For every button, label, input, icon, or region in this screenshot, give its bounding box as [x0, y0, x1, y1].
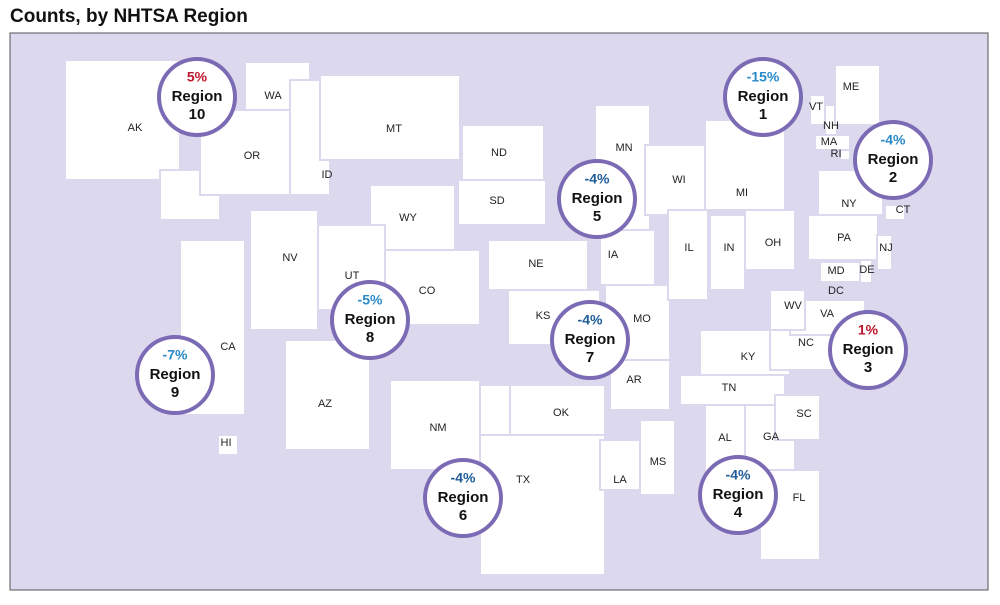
- state-label: OK: [553, 407, 570, 419]
- region-number: 1: [759, 106, 767, 123]
- state-label: AL: [718, 432, 731, 444]
- region-circle: [550, 300, 630, 380]
- state-label: OR: [244, 150, 261, 162]
- state-label: TN: [722, 382, 737, 394]
- state-label: CO: [419, 285, 436, 297]
- state-label: NJ: [879, 242, 892, 254]
- state-label: ID: [322, 169, 333, 181]
- region-circle: [423, 458, 503, 538]
- region-name: Region: [572, 190, 623, 207]
- region-number: 4: [734, 504, 743, 521]
- state-label: IN: [724, 242, 735, 254]
- state-label: SC: [796, 408, 811, 420]
- region-name: Region: [868, 151, 919, 168]
- state-label: MI: [736, 187, 748, 199]
- region-number: 8: [366, 329, 374, 346]
- state-label: RI: [831, 148, 842, 160]
- state-label: NM: [429, 422, 446, 434]
- state-label: DE: [859, 264, 874, 276]
- state-label: WA: [264, 90, 282, 102]
- region-circle: [828, 310, 908, 390]
- region-change: -4%: [578, 312, 603, 328]
- state-label: AZ: [318, 398, 332, 410]
- state-label: KY: [741, 351, 756, 363]
- state-label: MN: [615, 142, 632, 154]
- state-label: HI: [221, 437, 232, 449]
- state-label: NE: [528, 258, 543, 270]
- state-label: WV: [784, 300, 802, 312]
- state-label: PA: [837, 232, 852, 244]
- state-label: KS: [536, 310, 551, 322]
- state-label: GA: [763, 431, 780, 443]
- region-number: 9: [171, 384, 179, 401]
- region-name: Region: [438, 489, 489, 506]
- region-circle: [723, 57, 803, 137]
- region-change: -4%: [726, 467, 751, 483]
- region-circle: [853, 120, 933, 200]
- state-label: NV: [282, 252, 298, 264]
- state-label: FL: [793, 492, 806, 504]
- state-label: CA: [220, 341, 236, 353]
- state-label: NH: [823, 120, 839, 132]
- state-label: CT: [896, 204, 911, 216]
- region-change: -4%: [881, 132, 906, 148]
- region-number: 3: [864, 359, 872, 376]
- region-name: Region: [345, 311, 396, 328]
- region-circle: [698, 455, 778, 535]
- region-change: -5%: [358, 292, 383, 308]
- state-label: NC: [798, 337, 814, 349]
- state-label: ME: [843, 81, 860, 93]
- state-label: MO: [633, 313, 651, 325]
- region-number: 5: [593, 208, 601, 225]
- state-label: NY: [841, 198, 857, 210]
- region-change: 1%: [858, 322, 879, 338]
- state-label: VT: [809, 101, 823, 113]
- region-number: 7: [586, 349, 594, 366]
- title: Counts, by NHTSA Region: [10, 6, 248, 27]
- region-name: Region: [565, 331, 616, 348]
- state-label: MS: [650, 456, 667, 468]
- state-label: AR: [626, 374, 641, 386]
- region-name: Region: [150, 366, 201, 383]
- state-label: WI: [672, 174, 685, 186]
- region-circle: [557, 159, 637, 239]
- region-name: Region: [843, 341, 894, 358]
- state-label: DC: [828, 285, 844, 297]
- region-name: Region: [738, 88, 789, 105]
- state-label: MT: [386, 123, 402, 135]
- region-circle: [157, 57, 237, 137]
- region-change: -7%: [163, 347, 188, 363]
- region-name: Region: [172, 88, 223, 105]
- region-circle: [135, 335, 215, 415]
- region-change: -15%: [747, 69, 780, 85]
- region-number: 6: [459, 507, 467, 524]
- state-label: WY: [399, 212, 417, 224]
- state-label: IA: [608, 249, 619, 261]
- state-label: MD: [827, 265, 844, 277]
- region-circle: [330, 280, 410, 360]
- region-change: 5%: [187, 69, 208, 85]
- region-name: Region: [713, 486, 764, 503]
- state-label: AK: [128, 122, 143, 134]
- state-label: TX: [516, 474, 531, 486]
- region-change: -4%: [451, 470, 476, 486]
- state-label: ND: [491, 147, 507, 159]
- state-label: UT: [345, 270, 360, 282]
- region-change: -4%: [585, 171, 610, 187]
- region-number: 2: [889, 169, 897, 186]
- state-label: OH: [765, 237, 782, 249]
- state-label: IL: [684, 242, 693, 254]
- state-label: LA: [613, 474, 627, 486]
- state-label: MA: [821, 136, 838, 148]
- state-label: VA: [820, 308, 835, 320]
- state-label: SD: [489, 195, 504, 207]
- region-number: 10: [189, 106, 206, 123]
